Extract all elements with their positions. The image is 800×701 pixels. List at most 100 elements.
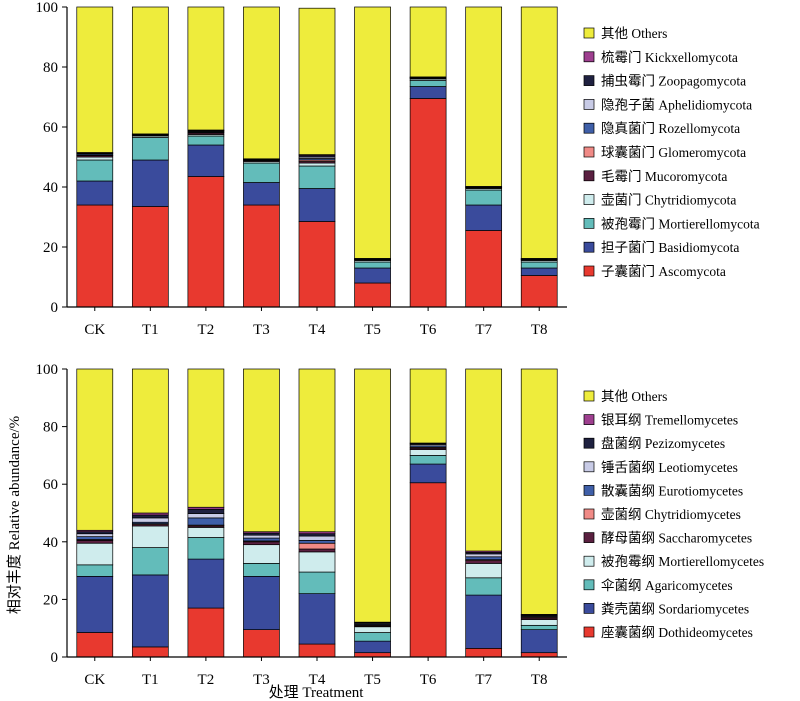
class-bar-t6-s1: [409, 463, 447, 484]
class-bar-t2-s2: [187, 537, 225, 560]
class-bar-t4-s3: [298, 551, 336, 573]
phylum-bar-t7-s10: [465, 6, 503, 187]
class-bar-t5-s2: [354, 632, 391, 642]
class-bar-t3-s6: [243, 537, 280, 542]
class-legend-swatch: [583, 555, 595, 567]
phylum-bar-t7-s0: [465, 230, 503, 308]
class-legend-label: 锤舌菌纲 Leotiomycetes: [601, 460, 738, 475]
class-bar-t7-s1: [465, 594, 503, 649]
class-bar-t5-s0: [354, 652, 391, 658]
class-bar-ck-s2: [76, 564, 114, 577]
phylum-legend-label: 其他 Others: [601, 26, 667, 41]
class-bar-t6-s0: [409, 482, 447, 658]
phylum-bar-t3-s0: [243, 204, 280, 308]
class-x-tick-label-t8: T8: [531, 672, 548, 688]
class-x-tick-label-t5: T5: [364, 672, 381, 688]
phylum-bar-t1-s0: [131, 206, 169, 308]
class-bar-t8-s2: [520, 624, 558, 630]
class-chart-panel: CK T1 T2 T3 T4 T5 T6 T7 T8 0 20 40 60 80 100 其他 Others 银…: [36, 362, 765, 688]
class-bar-t4-s0: [298, 643, 336, 658]
class-bar-t6-s2: [409, 455, 447, 465]
phylum-bar-t4-s10: [298, 7, 336, 155]
phylum-x-tick-label-t3: T3: [253, 322, 270, 338]
class-bar-t3-s7: [243, 534, 280, 539]
phylum-bar-t2-s0: [187, 176, 225, 308]
phylum-legend-label: 担子菌门 Basidiomycota: [601, 240, 739, 255]
phylum-legend-label: 捕虫霉门 Zoopagomycota: [601, 74, 746, 89]
class-bar-t1-s3: [131, 525, 169, 548]
class-bar-t8-s1: [520, 629, 558, 654]
class-legend-swatch: [583, 532, 595, 543]
class-bar-ck-s1: [76, 576, 114, 633]
phylum-x-tick-label-t2: T2: [198, 322, 215, 338]
class-bar-t6-s3: [409, 449, 447, 456]
phylum-bar-t1-s1: [131, 159, 169, 207]
class-legend-swatch: [583, 579, 595, 591]
class-x-tick-label-t2: T2: [198, 672, 215, 688]
phylum-bar-t3-s10: [243, 6, 280, 160]
phylum-y-tick-label-80: 80: [43, 60, 58, 76]
phylum-bar-t7-s1: [465, 204, 503, 231]
phylum-legend-label: 球囊菌门 Glomeromycota: [601, 144, 746, 160]
class-y-tick-label-80: 80: [43, 420, 58, 436]
class-bar-t4-s7: [298, 535, 336, 541]
class-legend-swatch: [583, 508, 595, 520]
phylum-x-tick-label-t5: T5: [364, 322, 381, 338]
class-legend-swatch: [583, 437, 595, 449]
class-bar-t6-s10: [409, 368, 447, 444]
x-axis-label: 处理 Treatment: [269, 684, 365, 701]
phylum-bar-t4-s2: [298, 165, 336, 189]
class-bar-t7-s2: [465, 577, 503, 596]
class-y-tick-label-0: 0: [51, 650, 59, 666]
phylum-y-tick-label-40: 40: [43, 180, 58, 196]
class-legend-label: 银耳纲 Tremellomycetes: [601, 413, 738, 428]
class-bar-t4-s4: [298, 548, 336, 553]
phylum-bar-t2-s1: [187, 144, 225, 177]
class-bar-t7-s7: [465, 553, 503, 558]
phylum-bar-t5-s0: [354, 282, 391, 308]
class-legend-swatch: [583, 603, 595, 614]
class-bar-ck-s7: [76, 533, 114, 537]
phylum-bar-ck-s2: [76, 159, 114, 182]
class-bar-t7-s6: [465, 556, 503, 561]
class-bar-t8-s0: [520, 652, 558, 658]
class-bar-t1-s8: [131, 514, 169, 519]
phylum-bar-t3-s2: [243, 162, 280, 183]
phylum-bar-ck-s1: [76, 180, 114, 206]
class-bar-t3-s3: [243, 544, 280, 564]
phylum-legend-label: 壶菌门 Chytridiomycota: [601, 193, 736, 208]
class-x-tick-label-t6: T6: [420, 672, 437, 688]
class-bar-t2-s3: [187, 527, 225, 538]
class-bar-t2-s1: [187, 558, 225, 609]
phylum-bar-t6-s2: [409, 80, 447, 87]
phylum-legend-label: 隐孢子菌 Aphelidiomycota: [601, 97, 752, 112]
class-bar-t4-s1: [298, 593, 336, 645]
class-bar-t1-s2: [131, 547, 169, 576]
class-y-tick-label-40: 40: [43, 535, 58, 551]
class-bar-t1-s7: [131, 517, 169, 523]
phylum-legend-swatch: [583, 241, 595, 253]
class-bar-ck-s3: [76, 542, 114, 566]
phylum-y-tick-label-0: 0: [51, 300, 59, 316]
class-bar-t4-s10: [298, 368, 336, 533]
class-legend-label: 散囊菌纲 Eurotiomycetes: [601, 482, 743, 498]
class-bar-ck-s0: [76, 632, 114, 658]
phylum-bar-t4-s1: [298, 188, 336, 222]
class-bar-t2-s10: [187, 368, 225, 508]
phylum-legend-swatch: [583, 75, 595, 86]
phylum-x-tick-label-t8: T8: [531, 322, 548, 338]
phylum-bar-t6-s0: [409, 98, 447, 308]
phylum-x-tick-label-t6: T6: [420, 322, 437, 338]
class-x-tick-label-t7: T7: [475, 672, 492, 688]
phylum-legend-swatch: [583, 146, 595, 158]
phylum-legend-swatch: [583, 27, 595, 39]
class-bar-t1-s1: [131, 574, 169, 648]
class-bar-t7-s3: [465, 563, 503, 579]
class-bar-t4-s6: [298, 540, 336, 544]
class-bar-t3-s2: [243, 563, 280, 577]
phylum-legend-label: 子囊菌门 Ascomycota: [601, 263, 726, 279]
class-bar-t2-s7: [187, 513, 225, 519]
phylum-legend-swatch: [583, 265, 595, 277]
phylum-legend-label: 隐真菌门 Rozellomycota: [601, 121, 740, 136]
